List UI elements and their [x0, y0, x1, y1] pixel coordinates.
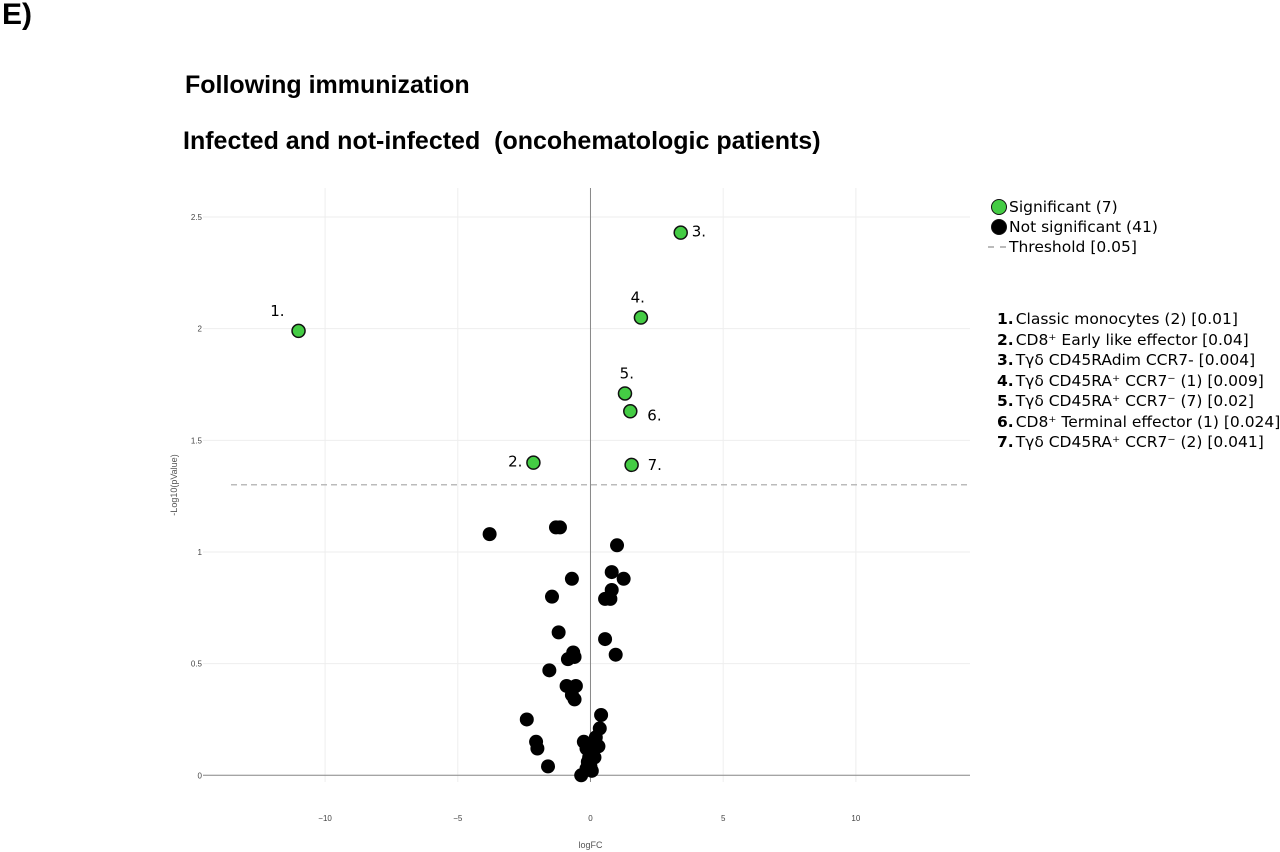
point-not-significant [564, 571, 579, 586]
key-item-number: 7. [997, 433, 1014, 451]
legend: Significant (7) Not significant (41) Thr… [988, 197, 1158, 257]
legend-item-significant[interactable]: Significant (7) [988, 197, 1158, 217]
point-significant [617, 386, 633, 401]
chart-heading-1: Following immunization [185, 71, 470, 99]
legend-item-threshold[interactable]: Threshold [0.05] [988, 237, 1158, 257]
point-labels: 1. 2. 3. 4. 5. 6. 7. [270, 223, 706, 474]
point-not-significant [610, 538, 625, 553]
point-label: 3. [692, 223, 706, 241]
point-not-significant [579, 761, 594, 776]
point-not-significant [482, 527, 497, 542]
x-tick-label: 10 [851, 814, 860, 823]
legend-label-significant: Significant (7) [1009, 198, 1118, 216]
point-significant [673, 225, 688, 240]
point-not-significant [604, 565, 619, 580]
legend-label-threshold: Threshold [0.05] [1009, 238, 1137, 256]
point-not-significant [616, 571, 631, 586]
y-axis-title: -Log10(pValue) [169, 454, 179, 515]
point-not-significant [608, 647, 623, 662]
point-label: 5. [620, 364, 634, 382]
y-tick-label: 1.5 [191, 436, 203, 445]
key-item-number: 3. [997, 351, 1014, 369]
point-label: 4. [631, 289, 645, 307]
point-significant [633, 310, 649, 325]
point-label: 7. [648, 456, 662, 474]
x-tick-label: 5 [721, 814, 726, 823]
key-item-text: CD8⁺ Terminal effector (1) [0.024] [1015, 412, 1280, 431]
key-item: 3. Tγδ CD45RAdim CCR7- [0.004] [997, 351, 1280, 372]
axes: 0 0.5 1 1.5 2 2.5 −10 −5 0 5 10 [191, 188, 970, 823]
data-points [291, 225, 688, 783]
point-significant [526, 455, 541, 470]
legend-label-not-significant: Not significant (41) [1009, 218, 1158, 236]
point-significant [623, 404, 638, 419]
threshold-dash-icon [988, 246, 1006, 248]
y-tick-label: 2 [198, 325, 203, 334]
point-label: 2. [508, 453, 522, 471]
point-not-significant [530, 741, 545, 756]
key-item: 5. Tγδ CD45RA⁺ CCR7⁻ (7) [0.02] [997, 392, 1280, 413]
legend-item-not-significant[interactable]: Not significant (41) [988, 217, 1158, 237]
key-item-number: 2. [997, 330, 1014, 349]
key-item: 6. CD8⁺ Terminal effector (1) [0.024] [997, 413, 1280, 434]
panel-letter: E) [2, 0, 32, 31]
point-not-significant [594, 708, 609, 723]
key-item-text: Classic monocytes (2) [0.01] [1015, 310, 1238, 328]
key-item-text: Tγδ CD45RA⁺ CCR7⁻ (1) [0.009] [1015, 371, 1264, 390]
key-item-number: 4. [997, 371, 1014, 390]
key-item: 7. Tγδ CD45RA⁺ CCR7⁻ (2) [0.041] [997, 433, 1280, 454]
y-tick-label: 0.5 [191, 660, 203, 669]
key-item-number: 6. [997, 412, 1014, 431]
point-label: 6. [647, 406, 661, 424]
point-not-significant [598, 632, 613, 647]
point-not-significant [552, 520, 567, 535]
x-tick-label: 0 [588, 814, 593, 823]
x-tick-label: −5 [453, 814, 463, 823]
key-item-text: Tγδ CD45RAdim CCR7- [0.004] [1015, 351, 1256, 369]
y-tick-label: 2.5 [191, 213, 203, 222]
key-item: 4. Tγδ CD45RA⁺ CCR7⁻ (1) [0.009] [997, 372, 1280, 393]
y-tick-label: 1 [198, 548, 203, 557]
point-not-significant [542, 663, 557, 678]
point-label: 1. [270, 302, 284, 320]
population-key: 1. Classic monocytes (2) [0.01] 2. CD8⁺ Ear… [997, 310, 1280, 454]
key-item-number: 1. [997, 310, 1014, 328]
significant-marker-icon [991, 199, 1007, 215]
key-item: 1. Classic monocytes (2) [0.01] [997, 310, 1280, 331]
point-not-significant [541, 759, 556, 774]
key-item-text: CD8⁺ Early like effector [0.04] [1015, 330, 1249, 349]
point-not-significant [519, 712, 534, 727]
chart-heading-2: Infected and not-infected (oncohematolog… [183, 127, 821, 155]
point-not-significant [598, 591, 613, 606]
y-tick-label: 0 [198, 771, 203, 780]
point-significant [291, 323, 306, 339]
key-item-text: Tγδ CD45RA⁺ CCR7⁻ (7) [0.02] [1015, 392, 1254, 410]
not-significant-marker-icon [991, 219, 1007, 235]
point-significant [624, 457, 639, 473]
key-item-number: 5. [997, 392, 1014, 410]
x-tick-label: −10 [318, 814, 332, 823]
point-not-significant [567, 649, 582, 664]
point-not-significant [551, 625, 566, 640]
key-item-text: Tγδ CD45RA⁺ CCR7⁻ (2) [0.041] [1015, 433, 1264, 451]
key-item: 2. CD8⁺ Early like effector [0.04] [997, 331, 1280, 352]
point-not-significant [544, 589, 559, 604]
point-not-significant [567, 692, 582, 707]
x-axis-title: logFC [578, 840, 603, 850]
